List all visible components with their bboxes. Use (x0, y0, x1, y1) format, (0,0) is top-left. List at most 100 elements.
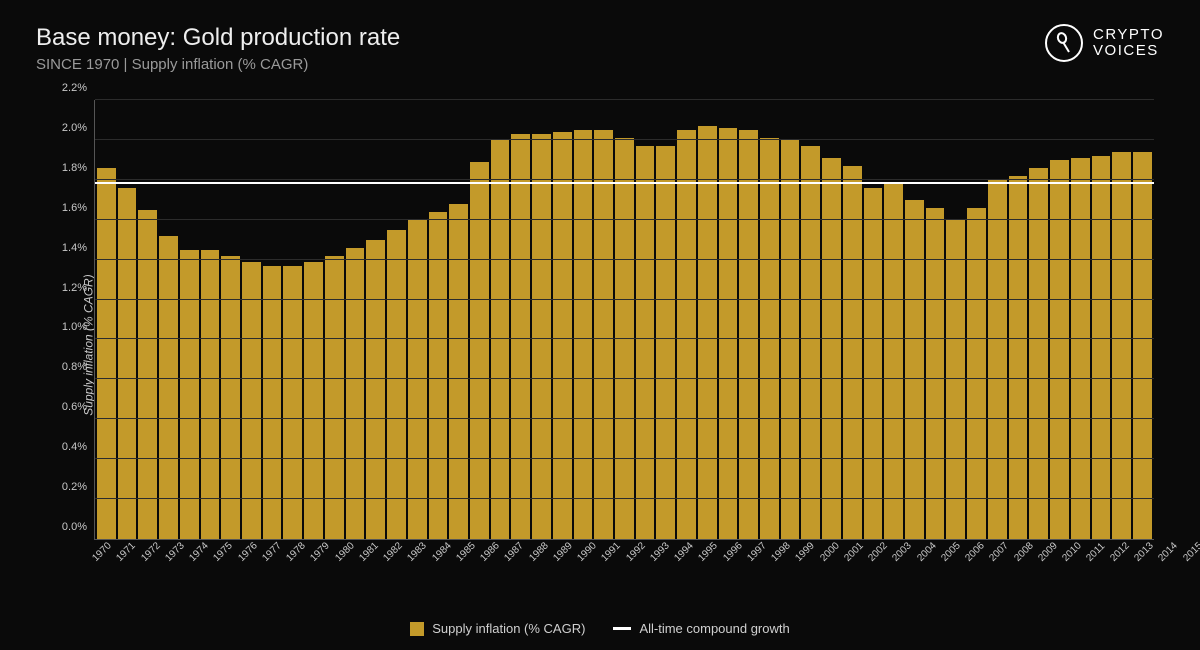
x-tick-label: 1980 (333, 540, 357, 564)
brand-logo: CRYPTO VOICES (1045, 24, 1164, 62)
gridline (95, 259, 1154, 260)
x-axis-labels: 1970197119721973197419751976197719781979… (94, 542, 1154, 553)
x-tick-label: 1977 (260, 540, 284, 564)
gridline (95, 418, 1154, 419)
gridline (95, 219, 1154, 220)
x-tick-label: 2008 (1012, 540, 1036, 564)
bar (926, 208, 945, 539)
gridline (95, 99, 1154, 100)
y-tick-label: 0.8% (62, 361, 95, 373)
x-tick-label: 1990 (575, 540, 599, 564)
title-block: Base money: Gold production rate SINCE 1… (36, 24, 400, 73)
gridline (95, 458, 1154, 459)
x-tick-label: 2014 (1157, 540, 1181, 564)
bar (656, 146, 675, 539)
brand-text-top: CRYPTO (1093, 27, 1164, 43)
x-tick-label: 1989 (551, 540, 575, 564)
bar (118, 188, 137, 539)
microphone-icon (1045, 24, 1083, 62)
bar (553, 132, 572, 539)
gridline (95, 378, 1154, 379)
bar (1092, 156, 1111, 539)
x-tick-label: 2001 (842, 540, 866, 564)
plot-region: 0.0%0.2%0.4%0.6%0.8%1.0%1.2%1.4%1.6%1.8%… (94, 100, 1154, 540)
bar (719, 128, 738, 539)
bar (988, 180, 1007, 539)
bar (346, 248, 365, 539)
gridline (95, 338, 1154, 339)
x-tick-label: 1995 (697, 540, 721, 564)
x-tick-label: 1972 (139, 540, 163, 564)
bar (1050, 160, 1069, 539)
bar (387, 230, 406, 539)
x-tick-label: 1988 (527, 540, 551, 564)
bar (698, 126, 717, 539)
y-tick-label: 2.0% (62, 122, 95, 134)
x-tick-label: 2006 (963, 540, 987, 564)
x-tick-label: 1979 (309, 540, 333, 564)
gridline (95, 139, 1154, 140)
header: Base money: Gold production rate SINCE 1… (36, 24, 1164, 73)
y-tick-label: 0.4% (62, 441, 95, 453)
bar (677, 130, 696, 539)
x-tick-label: 1985 (454, 540, 478, 564)
bar (905, 200, 924, 539)
x-tick-label: 1981 (357, 540, 381, 564)
y-tick-label: 1.6% (62, 202, 95, 214)
legend-swatch-line (613, 627, 631, 630)
x-tick-label: 2005 (939, 540, 963, 564)
y-tick-label: 2.2% (62, 82, 95, 94)
x-tick-label: 2013 (1132, 540, 1156, 564)
bar (636, 146, 655, 539)
bar (801, 146, 820, 539)
bar (366, 240, 385, 539)
legend: Supply inflation (% CAGR) All-time compo… (0, 621, 1200, 636)
x-tick-label: 1992 (624, 540, 648, 564)
y-tick-label: 0.6% (62, 401, 95, 413)
x-tick-label: 1984 (430, 540, 454, 564)
x-tick-label: 1978 (284, 540, 308, 564)
x-tick-label: 2004 (915, 540, 939, 564)
bar (843, 166, 862, 539)
y-tick-label: 1.8% (62, 162, 95, 174)
bar (1133, 152, 1152, 539)
x-tick-label: 2010 (1060, 540, 1084, 564)
x-tick-label: 1973 (163, 540, 187, 564)
bars-container (95, 100, 1154, 539)
bar (429, 212, 448, 539)
bar (574, 130, 593, 539)
x-tick-label: 2002 (866, 540, 890, 564)
bar (967, 208, 986, 539)
chart-subtitle: SINCE 1970 | Supply inflation (% CAGR) (36, 56, 400, 73)
y-tick-label: 1.0% (62, 321, 95, 333)
x-tick-label: 2007 (988, 540, 1012, 564)
x-tick-label: 1971 (115, 540, 139, 564)
bar (822, 158, 841, 539)
legend-item-bars: Supply inflation (% CAGR) (410, 621, 585, 636)
bar (739, 130, 758, 539)
legend-swatch-bar (410, 622, 424, 636)
gridline (95, 299, 1154, 300)
gridline (95, 179, 1154, 180)
legend-label-bars: Supply inflation (% CAGR) (432, 621, 585, 636)
x-tick-label: 1974 (187, 540, 211, 564)
brand-text-bottom: VOICES (1093, 43, 1164, 59)
legend-label-line: All-time compound growth (639, 621, 789, 636)
x-tick-label: 1986 (478, 540, 502, 564)
bar (594, 130, 613, 539)
bar (532, 134, 551, 539)
y-tick-label: 1.4% (62, 242, 95, 254)
x-tick-label: 1983 (406, 540, 430, 564)
bar (180, 250, 199, 539)
x-tick-label: 1975 (212, 540, 236, 564)
bar (97, 168, 116, 539)
bar (1029, 168, 1048, 539)
x-tick-label: 1987 (503, 540, 527, 564)
x-tick-label: 1991 (600, 540, 624, 564)
x-tick-label: 1998 (769, 540, 793, 564)
x-tick-label: 2011 (1085, 541, 1108, 564)
chart-title: Base money: Gold production rate (36, 24, 400, 52)
bar (864, 188, 883, 539)
chart-area: Supply inflation (% CAGR) 0.0%0.2%0.4%0.… (36, 100, 1164, 590)
gridline (95, 498, 1154, 499)
